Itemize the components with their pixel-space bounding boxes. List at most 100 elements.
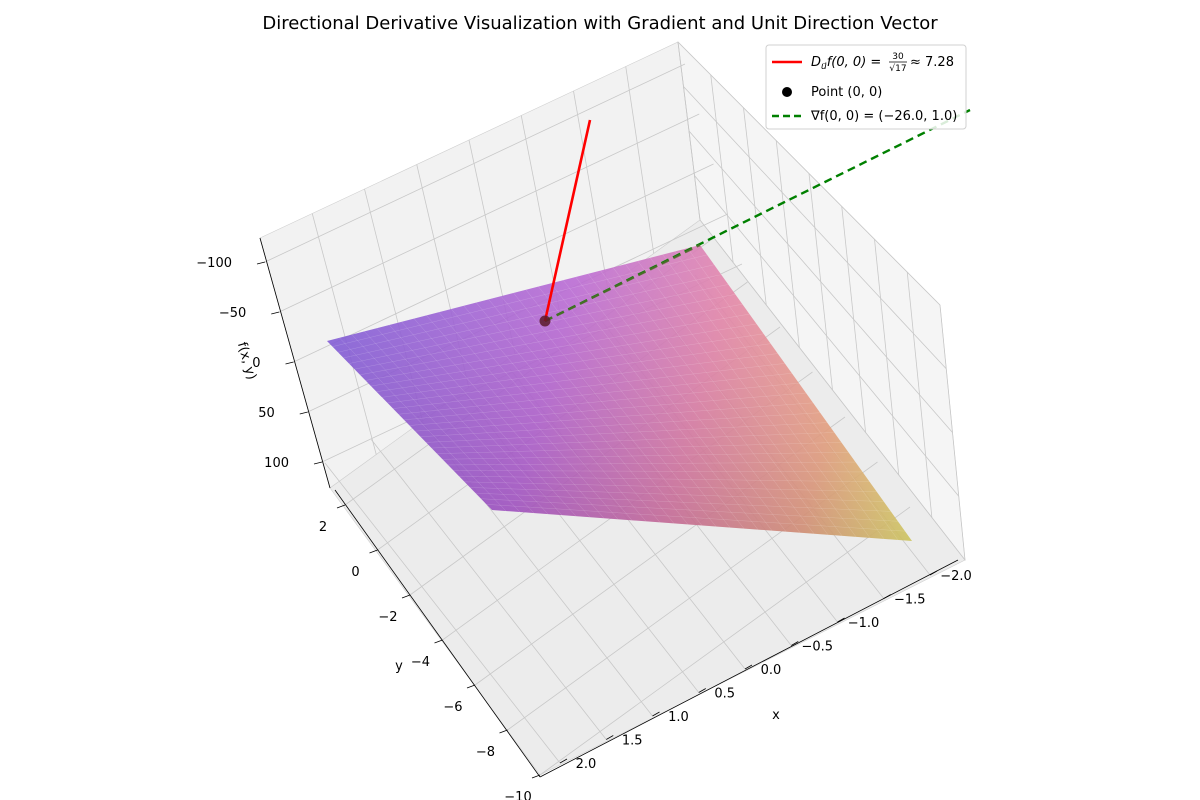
z-tick-label: −100 xyxy=(196,256,232,271)
legend-dd-tail: ≈ 7.28 xyxy=(910,55,954,70)
point-marker xyxy=(539,315,551,327)
back-left-grid-line xyxy=(573,90,608,288)
surface-mesh xyxy=(332,248,905,541)
mesh-line xyxy=(387,353,778,404)
y-tick-mark xyxy=(466,684,476,689)
mesh-line xyxy=(513,292,703,526)
mesh-line xyxy=(453,470,863,473)
mesh-line xyxy=(370,323,757,387)
x-tick-label: 1.5 xyxy=(622,734,643,749)
z-grid-line-left xyxy=(264,63,686,263)
x-tick-mark xyxy=(698,688,706,693)
mesh-line xyxy=(381,343,771,398)
legend-point-label: Point (0, 0) xyxy=(811,85,882,100)
y-tick-label: −4 xyxy=(411,655,430,670)
mesh-line xyxy=(442,452,849,460)
mesh-line xyxy=(563,280,759,530)
mesh-line xyxy=(458,476,870,482)
mesh-line xyxy=(488,299,675,524)
mesh-line xyxy=(376,333,764,392)
mesh-line xyxy=(414,402,814,432)
legend-dd-rest: f(0, 0) = xyxy=(827,55,882,70)
mesh-line xyxy=(431,432,835,449)
y-tick-mark xyxy=(434,639,443,644)
mesh-line xyxy=(600,270,801,533)
legend-dd-sub: u⃗ xyxy=(821,62,827,72)
mesh-line xyxy=(354,294,736,370)
mesh-line xyxy=(398,373,792,415)
z-tick-mark xyxy=(285,361,294,365)
z-tick-label: 50 xyxy=(258,406,275,421)
y-axis-label: y xyxy=(395,659,403,674)
z-tick-mark xyxy=(271,311,280,315)
x-tick-label: −1.0 xyxy=(848,616,880,631)
z-tick-mark xyxy=(256,261,266,265)
legend-dd-main: D xyxy=(811,55,821,70)
z-grid-line-right xyxy=(694,175,960,497)
mesh-line xyxy=(426,315,605,519)
x-tick-label: 1.0 xyxy=(668,710,689,725)
legend-dd-label: Du⃗f(0, 0) = xyxy=(811,55,881,72)
mesh-line xyxy=(587,273,787,532)
z-tick-mark xyxy=(313,461,323,465)
y-tick-label: 0 xyxy=(351,565,359,580)
mesh-line xyxy=(463,305,647,522)
mesh-line xyxy=(425,422,828,443)
mesh-line xyxy=(500,296,689,525)
mesh-line xyxy=(475,492,891,512)
mesh-line xyxy=(436,442,842,454)
mesh-line xyxy=(550,283,745,529)
x-tick-mark xyxy=(883,594,891,599)
z-grid-line-right xyxy=(683,86,947,370)
mesh-line xyxy=(420,412,821,437)
x-tick-mark xyxy=(559,758,568,764)
x-grid-line xyxy=(370,439,607,740)
mesh-line xyxy=(392,363,785,409)
mesh-line xyxy=(675,251,885,540)
mesh-line xyxy=(332,254,708,347)
legend-dd-frac-den: √17 xyxy=(889,63,906,74)
mesh-line xyxy=(409,392,807,426)
mesh-line xyxy=(339,337,507,512)
x-tick-mark xyxy=(652,711,660,717)
y-axis-line xyxy=(334,489,541,778)
x-tick-label: −0.5 xyxy=(801,640,833,655)
mesh-line xyxy=(476,302,661,523)
mesh-line xyxy=(486,504,905,532)
legend-box xyxy=(765,44,967,130)
legend-point-swatch xyxy=(782,87,792,97)
mesh-line xyxy=(351,334,521,513)
directional-derivative-line xyxy=(543,119,592,322)
z-tick-label: 0 xyxy=(252,356,260,371)
mesh-line xyxy=(451,308,633,521)
mesh-line xyxy=(464,481,877,492)
mesh-line xyxy=(525,289,717,527)
chart-title: Directional Derivative Visualization wit… xyxy=(262,13,938,34)
mesh-line xyxy=(687,248,899,541)
y-tick-label: −6 xyxy=(443,700,462,715)
mesh-line xyxy=(538,286,731,528)
x-tick-mark xyxy=(606,735,614,740)
mesh-line xyxy=(365,313,750,381)
z-axis-label: f(x, y) xyxy=(234,341,259,382)
mesh-line xyxy=(413,318,591,518)
mesh-line xyxy=(447,461,856,466)
x-tick-label: −2.0 xyxy=(940,569,972,584)
y-tick-mark xyxy=(401,594,411,599)
mesh-line xyxy=(401,321,577,517)
z-tick-mark xyxy=(299,411,308,415)
mesh-line xyxy=(612,267,815,534)
y-tick-mark xyxy=(499,729,508,734)
mesh-line xyxy=(348,284,729,364)
legend-dd-frac-num: 30 xyxy=(892,52,904,62)
mesh-line xyxy=(359,304,743,375)
legend-gradient-label: ∇f(0, 0) = (−26.0, 1.0) xyxy=(810,109,957,124)
mesh-line xyxy=(480,498,898,522)
mesh-line xyxy=(403,382,799,421)
axis-ticks: −2.0 −1.5 −1.0 −0.5 0.0 0.5 1.0 1.5 2.0 −10 −8 −6 −4… xyxy=(196,256,972,800)
x-tick-mark xyxy=(791,641,799,646)
x-grid-line xyxy=(324,462,561,764)
y-tick-label: −2 xyxy=(378,610,397,625)
mesh-line xyxy=(364,331,535,514)
back-left-grid-line xyxy=(311,213,377,455)
